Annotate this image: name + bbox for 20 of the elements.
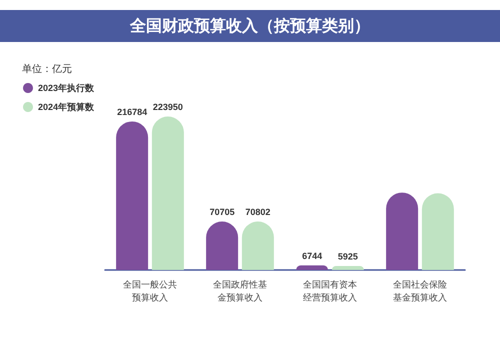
data-label: 70705 <box>210 207 235 218</box>
legend-label: 2024年预算数 <box>38 102 96 112</box>
chart-title: 全国财政预算收入（按预算类别） <box>0 10 500 42</box>
bar <box>152 116 184 270</box>
x-tick-label: 全国社会保险基金预算收入 <box>393 280 447 302</box>
bar <box>116 121 148 270</box>
data-label: 6744 <box>302 250 322 261</box>
bar <box>386 192 418 270</box>
data-label: 223950 <box>152 102 183 112</box>
legend-label: 2023年执行数 <box>38 83 96 93</box>
bar <box>422 193 454 270</box>
data-label: 70802 <box>245 206 270 217</box>
x-tick-label: 全国政府性基金预算收入 <box>213 280 267 302</box>
bar <box>332 266 364 270</box>
x-tick-label: 全国国有资本经营预算收入 <box>303 280 357 302</box>
bar <box>296 265 328 270</box>
data-label: 5925 <box>338 251 358 262</box>
x-tick-label: 全国一般公共预算收入 <box>123 280 177 302</box>
data-label: 216784 <box>117 106 148 117</box>
text: 单位：亿元 <box>22 62 72 76</box>
